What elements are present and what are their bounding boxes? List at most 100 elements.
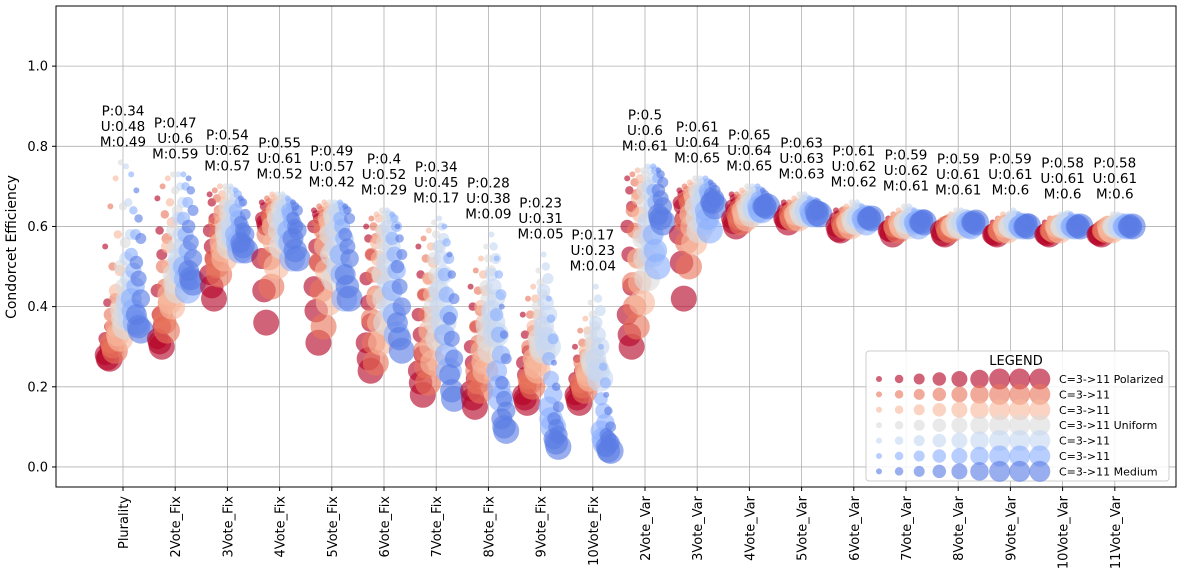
annotation-p: P:0.59 (885, 147, 928, 163)
x-tick-label: 6Vote_Var (848, 495, 863, 561)
scatter-point (112, 175, 119, 182)
x-tick-label: 10Vote_Var (1057, 495, 1072, 569)
legend-marker (989, 460, 1011, 482)
scatter-point (629, 289, 655, 316)
scatter-point (253, 309, 280, 336)
scatter-point (129, 255, 144, 270)
legend-marker (1029, 460, 1051, 482)
scatter-point (310, 313, 337, 340)
legend-marker (932, 433, 947, 448)
scatter-point (385, 231, 399, 246)
scatter-point (368, 215, 375, 222)
x-tick-label: 3Vote_Fix (221, 496, 236, 558)
scatter-point (493, 255, 500, 262)
annotation-m: M:0.6 (992, 182, 1030, 198)
scatter-point (396, 249, 408, 261)
legend-marker (989, 383, 1011, 405)
scatter-point (552, 401, 564, 413)
scatter-point (649, 209, 676, 236)
legend-marker (970, 431, 989, 450)
legend: LEGEND C=3->11 Polarized C=3->11 C=3->11 C=… (865, 350, 1170, 482)
x-tick-label: 7Vote_Fix (430, 496, 445, 558)
x-tick-label: 9Vote_Var (1004, 495, 1019, 561)
annotation-p: P:0.23 (519, 196, 562, 212)
annotation-p: P:0.17 (571, 228, 614, 244)
y-tick-label: 0.0 (27, 460, 48, 475)
scatter-point (597, 437, 624, 464)
annotation-u: U:0.62 (205, 143, 250, 159)
scatter-point (472, 267, 479, 274)
legend-marker (913, 435, 925, 447)
annotation-m: M:0.63 (778, 166, 824, 182)
legend-label: C=3->11 (1059, 404, 1110, 417)
scatter-point (467, 283, 474, 290)
scatter-point (519, 311, 526, 318)
scatter-point (128, 171, 135, 178)
scatter-point (478, 255, 484, 262)
annotation-p: P:0.47 (154, 115, 197, 131)
scatter-point (164, 175, 171, 182)
scatter-point (103, 298, 112, 307)
plot-frame (55, 5, 1177, 488)
scatter-point (165, 198, 175, 207)
legend-marker (876, 453, 882, 459)
scatter-point (415, 243, 422, 250)
legend-marker (989, 368, 1011, 390)
scatter-point (284, 245, 311, 272)
annotation-m: M:0.57 (204, 158, 250, 174)
legend-marker (970, 462, 989, 481)
legend-marker (913, 373, 925, 385)
x-tick-label: 2Vote_Fix (169, 496, 184, 558)
scatter-point (536, 283, 551, 298)
scatter-point (634, 167, 641, 174)
scatter-point (134, 214, 143, 223)
annotation-p: P:0.63 (780, 135, 823, 151)
y-tick-label: 0.4 (27, 300, 48, 315)
scatter-markers (94, 159, 1146, 464)
scatter-point (624, 175, 631, 182)
annotation-p: P:0.55 (258, 135, 301, 151)
scatter-point (542, 273, 554, 285)
legend-marker (989, 399, 1011, 421)
annotation-m: M:0.49 (100, 134, 146, 150)
legend-marker (913, 388, 925, 400)
scatter-point (123, 163, 129, 170)
scatter-point (211, 187, 218, 194)
annotation-u: U:0.61 (1093, 171, 1138, 187)
scatter-point (131, 289, 151, 308)
scatter-point (495, 376, 509, 390)
legend-label: C=3->11 (1059, 388, 1110, 401)
annotation-u: U:0.52 (362, 167, 407, 183)
annotation-p: P:0.65 (728, 127, 771, 143)
x-tick-label: 4Vote_Var (743, 495, 758, 561)
scatter-point (390, 214, 399, 223)
annotation-p: P:0.54 (206, 127, 249, 143)
scatter-point (186, 186, 196, 195)
legend-marker (932, 372, 947, 386)
scatter-point (551, 359, 557, 366)
scatter-point (442, 311, 457, 326)
annotation-p: P:0.4 (367, 151, 401, 167)
scatter-point (362, 349, 389, 376)
scatter-point (545, 433, 572, 460)
legend-marker (932, 464, 947, 479)
legend-marker (1029, 368, 1051, 390)
annotation-m: M:0.17 (413, 190, 459, 206)
legend-marker (1029, 399, 1051, 421)
legend-marker (932, 403, 947, 417)
scatter-point (336, 285, 363, 312)
scatter-point (187, 204, 199, 216)
legend-marker (1029, 414, 1051, 436)
annotation-m: M:0.29 (361, 182, 407, 198)
scatter-point (437, 267, 452, 282)
scatter-point (467, 377, 494, 404)
scatter-point (484, 254, 493, 263)
scatter-point (625, 186, 634, 195)
scatter-point (238, 198, 248, 207)
scatter-point (572, 343, 578, 350)
annotation-m: M:0.42 (309, 174, 355, 190)
annotation-m: M:0.05 (517, 227, 563, 243)
legend-marker (989, 445, 1011, 467)
annotation-m: M:0.09 (465, 206, 511, 222)
